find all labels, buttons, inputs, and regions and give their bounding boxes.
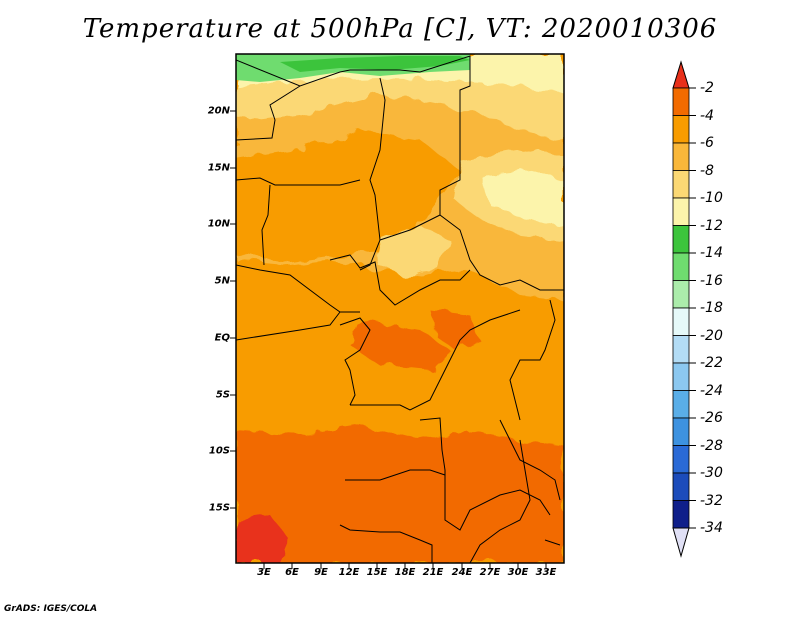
lat-tick-label: 15N [207,162,230,174]
lon-tick-label: 18E [394,567,416,578]
colorbar-bin [672,280,690,309]
map-title: Temperature at 500hPa [C], VT: 202001030… [82,14,718,44]
colorbar-label: -10 [700,190,723,206]
colorbar-bin [672,115,690,144]
colorbar-bin [672,500,690,529]
lon-tick-label: 15E [366,567,388,578]
lon-tick-label: 12E [338,567,360,578]
lon-tick-label: 24E [451,567,473,578]
lon-tick-label: 30E [507,567,529,578]
colorbar-label: -32 [700,492,723,509]
colorbar-label: -22 [700,355,723,371]
colorbar-label: -2 [700,80,714,96]
colorbar-label: -20 [700,327,723,344]
colorbar-bin [672,252,690,281]
colorbar-bin [672,472,690,501]
colorbar-bin [672,335,690,364]
colorbar-label: -4 [700,107,714,124]
colorbar-bin [672,362,690,391]
lat-tick-label: EQ [214,332,230,344]
colorbar-bottom-arrow [672,527,690,558]
lon-tick-label: 33E [535,567,557,578]
lat-tick-label: 5N [214,275,230,287]
axis-tick-marks [230,110,547,569]
credit-text: GrADS: IGES/COLA [4,604,98,614]
colorbar-label: -16 [700,272,723,289]
colorbar-label: -30 [700,465,723,481]
lon-tick-label: 21E [422,567,444,578]
colorbar-label: -6 [700,135,714,151]
colorbar-label: -12 [700,217,723,234]
colorbar-label: -14 [700,245,723,261]
colorbar-label: -8 [700,162,714,179]
lat-tick-label: 5S [215,389,230,401]
lat-tick-label: 15S [208,502,230,514]
colorbar-label: -28 [700,437,723,454]
colorbar-bin [672,87,690,116]
colorbar-bin [672,170,690,199]
colorbar-bin [672,225,690,254]
lon-tick-label: 6E [285,567,299,578]
colorbar-bin [672,307,690,336]
lon-tick-label: 27E [479,567,501,578]
country-borders [236,55,564,563]
colorbar-bin [672,417,690,446]
temperature-field [236,54,564,563]
colorbar-label: -26 [700,410,723,426]
colorbar [672,60,696,558]
colorbar-top-arrow [672,60,690,89]
lon-tick-label: 3E [257,567,271,578]
colorbar-bin [672,445,690,474]
colorbar-bin [672,390,690,419]
colorbar-label: -24 [700,382,723,399]
map-frame [235,53,565,564]
lat-tick-label: 20N [207,105,230,117]
colorbar-label: -34 [700,520,723,536]
lat-tick-label: 10S [208,445,230,457]
lat-tick-label: 10N [207,218,230,230]
lon-tick-label: 9E [314,567,328,578]
colorbar-bin [672,197,690,226]
colorbar-label: -18 [700,300,723,316]
colorbar-bin [672,142,690,171]
